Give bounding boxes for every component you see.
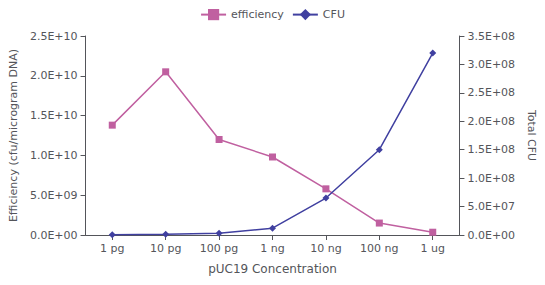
svg-text:1.5E+10: 1.5E+10: [30, 109, 78, 122]
svg-text:Total CFU: Total CFU: [525, 109, 538, 161]
svg-text:100 pg: 100 pg: [200, 242, 238, 255]
svg-text:5.0E+09: 5.0E+09: [30, 189, 78, 202]
svg-text:1 ug: 1 ug: [421, 242, 445, 255]
svg-text:1.0E+10: 1.0E+10: [30, 149, 78, 162]
svg-text:CFU: CFU: [323, 8, 345, 21]
svg-text:2.0E+10: 2.0E+10: [30, 69, 78, 82]
svg-text:0.0E+00: 0.0E+00: [30, 229, 78, 242]
svg-text:100 ng: 100 ng: [360, 242, 398, 255]
svg-text:efficiency: efficiency: [231, 8, 284, 21]
svg-text:pUC19 Concentration: pUC19 Concentration: [208, 262, 337, 276]
svg-text:1.0E+08: 1.0E+08: [467, 172, 515, 185]
svg-text:0.0E+00: 0.0E+00: [467, 229, 515, 242]
svg-text:2.0E+08: 2.0E+08: [467, 115, 515, 128]
svg-text:1 pg: 1 pg: [100, 242, 124, 255]
svg-text:3.0E+08: 3.0E+08: [467, 58, 515, 71]
svg-text:1.5E+08: 1.5E+08: [467, 143, 515, 156]
svg-text:Efficiency (cfu/microgram DNA): Efficiency (cfu/microgram DNA): [7, 49, 20, 222]
svg-text:2.5E+08: 2.5E+08: [467, 86, 515, 99]
svg-text:5.0E+07: 5.0E+07: [467, 200, 515, 213]
svg-text:1 ng: 1 ng: [260, 242, 284, 255]
svg-text:10 pg: 10 pg: [150, 242, 181, 255]
svg-text:2.5E+10: 2.5E+10: [30, 30, 78, 43]
svg-text:3.5E+08: 3.5E+08: [467, 30, 515, 43]
svg-text:10 ng: 10 ng: [310, 242, 341, 255]
